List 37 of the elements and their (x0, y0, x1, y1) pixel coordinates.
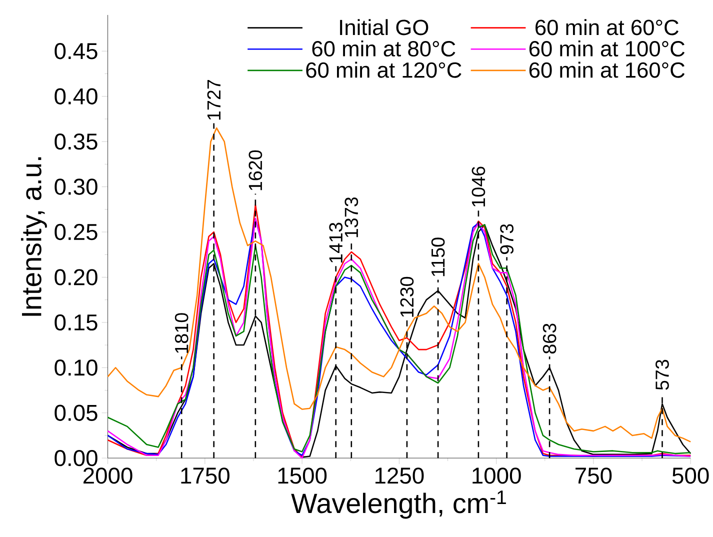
x-axis-title: Wavelength, cm$^{-1}$ (291, 490, 506, 519)
x-tick-label: 1500 (278, 468, 327, 484)
y-tick-label: 0.20 (54, 269, 98, 286)
ref-line-label: 573 (656, 360, 669, 390)
legend-label: 60 min at 160°C (529, 62, 685, 78)
ref-line-label: 1620 (248, 150, 262, 190)
legend-label: 60 min at 100°C (529, 40, 685, 57)
x-tick-label: 2000 (83, 468, 132, 484)
ref-line-label: 1810 (174, 313, 188, 353)
y-tick-label: 0.45 (54, 43, 98, 60)
y-tick-label: 0.35 (54, 134, 98, 150)
legend-label: 60 min at 60°C (536, 19, 678, 36)
line-series (107, 127, 692, 442)
ref-line-label: 1150 (431, 238, 445, 276)
x-tick-label: 1750 (181, 468, 230, 484)
ref-line-label: 973 (500, 224, 514, 254)
y-tick-label: 0.05 (54, 404, 98, 421)
ref-line-label: 1230 (400, 276, 414, 317)
y-tick-label: 0.15 (54, 314, 98, 331)
y-axis-title: Intensity, a.u. (21, 157, 47, 316)
ref-line-label: 1046 (472, 166, 486, 206)
x-tick-label: 1000 (472, 468, 521, 484)
y-tick-label: 0.30 (54, 178, 98, 195)
y-tick-label: 0.40 (54, 88, 98, 104)
ref-line-label: 1373 (344, 197, 358, 238)
x-tick-label: 1250 (376, 468, 424, 484)
legend-label: 60 min at 120°C (306, 62, 462, 78)
legend-label: Initial GO (340, 19, 428, 36)
y-tick-label: 0.25 (54, 224, 98, 240)
ref-line-label: 1413 (329, 222, 343, 263)
ref-line-label: 1727 (207, 80, 220, 120)
y-tick-label: 0.00 (54, 450, 98, 466)
ref-line-label: 863 (542, 324, 556, 354)
y-tick-label: 0.10 (54, 360, 98, 376)
legend-label: 60 min at 80°C (312, 40, 456, 57)
x-tick-label: 500 (672, 468, 709, 484)
x-tick-label: 750 (576, 468, 612, 484)
